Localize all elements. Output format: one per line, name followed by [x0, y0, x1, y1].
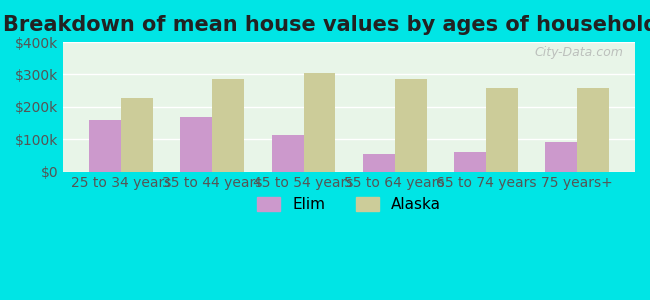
Bar: [454, 152, 486, 172]
Bar: [181, 117, 213, 172]
Bar: [121, 98, 153, 172]
Bar: [395, 79, 426, 172]
Legend: Elim, Alaska: Elim, Alaska: [251, 191, 447, 218]
Bar: [486, 88, 518, 172]
Bar: [545, 142, 577, 172]
Bar: [272, 135, 304, 172]
Bar: [89, 120, 121, 172]
Bar: [213, 79, 244, 172]
Text: City-Data.com: City-Data.com: [535, 46, 623, 59]
Bar: [363, 154, 395, 172]
Title: Breakdown of mean house values by ages of householders: Breakdown of mean house values by ages o…: [3, 15, 650, 35]
Bar: [304, 73, 335, 172]
Bar: [577, 88, 609, 172]
